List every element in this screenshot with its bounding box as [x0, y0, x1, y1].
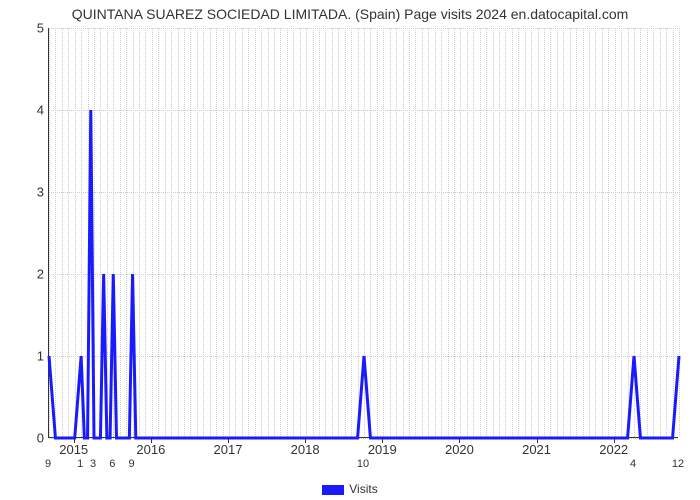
xtick-minor-label: 12 — [672, 458, 684, 470]
xtick-mark — [537, 438, 538, 443]
ytick-label: 5 — [4, 21, 44, 36]
chart-title: QUINTANA SUAREZ SOCIEDAD LIMITADA. (Spai… — [0, 6, 700, 22]
xtick-mark — [382, 438, 383, 443]
xtick-major-label: 2017 — [214, 442, 243, 457]
ytick-label: 2 — [4, 267, 44, 282]
ytick-label: 4 — [4, 103, 44, 118]
xtick-major-label: 2016 — [136, 442, 165, 457]
xtick-minor-label: 9 — [129, 458, 135, 470]
xtick-mark — [459, 438, 460, 443]
xtick-minor-label: 4 — [630, 458, 636, 470]
xtick-major-label: 2018 — [291, 442, 320, 457]
xtick-mark — [614, 438, 615, 443]
xtick-major-label: 2020 — [445, 442, 474, 457]
xtick-minor-label: 1 — [77, 458, 83, 470]
ytick-label: 3 — [4, 185, 44, 200]
xtick-minor-label: 10 — [357, 458, 369, 470]
chart-container: QUINTANA SUAREZ SOCIEDAD LIMITADA. (Spai… — [0, 0, 700, 500]
xtick-major-label: 2019 — [368, 442, 397, 457]
legend-swatch — [322, 485, 344, 495]
gridline-v — [679, 28, 680, 437]
xtick-mark — [74, 438, 75, 443]
xtick-minor-label: 3 — [90, 458, 96, 470]
xtick-major-label: 2021 — [522, 442, 551, 457]
xtick-mark — [305, 438, 306, 443]
ytick-label: 0 — [4, 431, 44, 446]
ytick-label: 1 — [4, 349, 44, 364]
xtick-minor-label: 9 — [45, 458, 51, 470]
plot-area — [48, 28, 678, 438]
legend: Visits — [0, 482, 700, 496]
xtick-mark — [151, 438, 152, 443]
visits-line — [49, 28, 679, 438]
xtick-major-label: 2022 — [599, 442, 628, 457]
xtick-mark — [228, 438, 229, 443]
xtick-minor-label: 6 — [109, 458, 115, 470]
legend-label: Visits — [349, 482, 377, 496]
xtick-major-label: 2015 — [59, 442, 88, 457]
